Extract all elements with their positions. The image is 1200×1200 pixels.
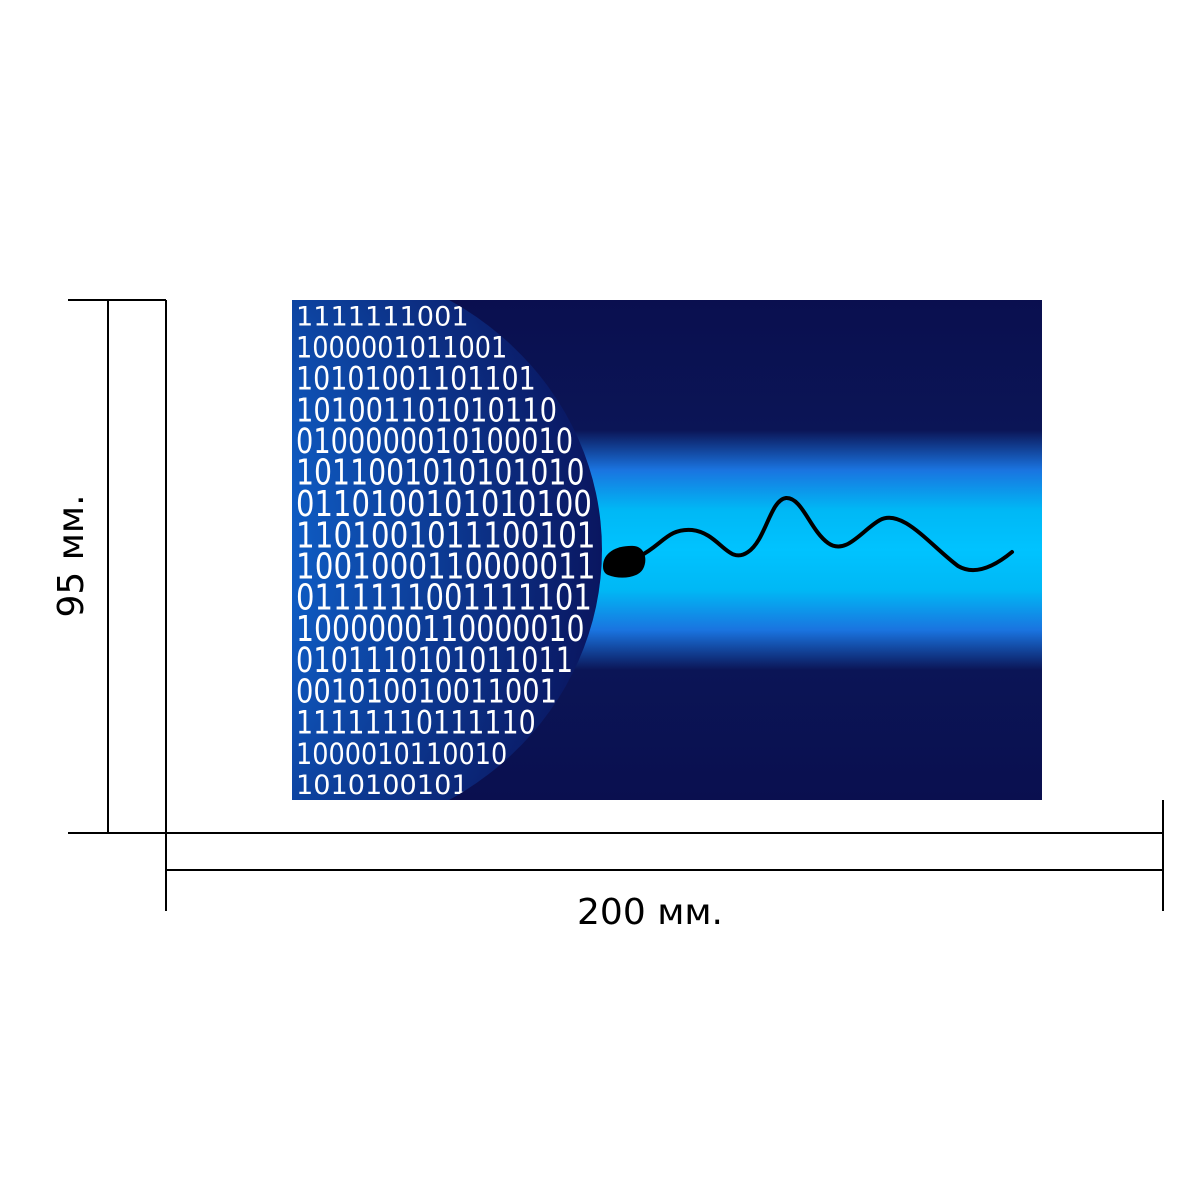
- binary-row-7: 0110100101010100: [296, 484, 592, 525]
- width-dimension-label: 200 мм.: [577, 892, 723, 933]
- binary-row-9: 1001000110000011: [296, 547, 596, 588]
- binary-row-16: 1010100101: [296, 770, 469, 801]
- binary-row-13: 001010010011001: [296, 672, 557, 711]
- binary-row-5: 0100000010100010: [296, 422, 573, 462]
- sperm-tail: [638, 496, 1014, 572]
- binary-row-15: 1000010110010: [296, 737, 507, 772]
- dimension-lines: [68, 299, 1164, 911]
- binary-row-1: 1111111001: [296, 301, 469, 332]
- binary-digit-rows: 1111111001100000101100110101001101101101…: [296, 301, 596, 801]
- binary-sphere: 1111111001100000101100110101001101101101…: [292, 300, 602, 801]
- height-dimension-label: 95 мм.: [51, 494, 92, 617]
- sperm-illustration: [603, 496, 1014, 578]
- binary-row-14: 11111110111110: [296, 705, 536, 741]
- binary-row-11: 1000000110000010: [296, 609, 585, 650]
- binary-row-12: 0101110101011011: [296, 641, 573, 681]
- binary-row-3: 10101001101101: [296, 362, 536, 398]
- binary-row-6: 1011001010101010: [296, 453, 585, 494]
- sperm-head: [603, 545, 646, 578]
- binary-row-8: 1101001011100101: [296, 515, 596, 556]
- artwork-panel: 1111111001100000101100110101001101101101…: [292, 300, 1042, 801]
- binary-row-2: 1000001011001: [296, 331, 507, 366]
- binary-sphere-body: [292, 300, 602, 800]
- binary-row-10: 0111111001111101: [296, 578, 592, 619]
- binary-row-4: 101001101010110: [296, 390, 557, 429]
